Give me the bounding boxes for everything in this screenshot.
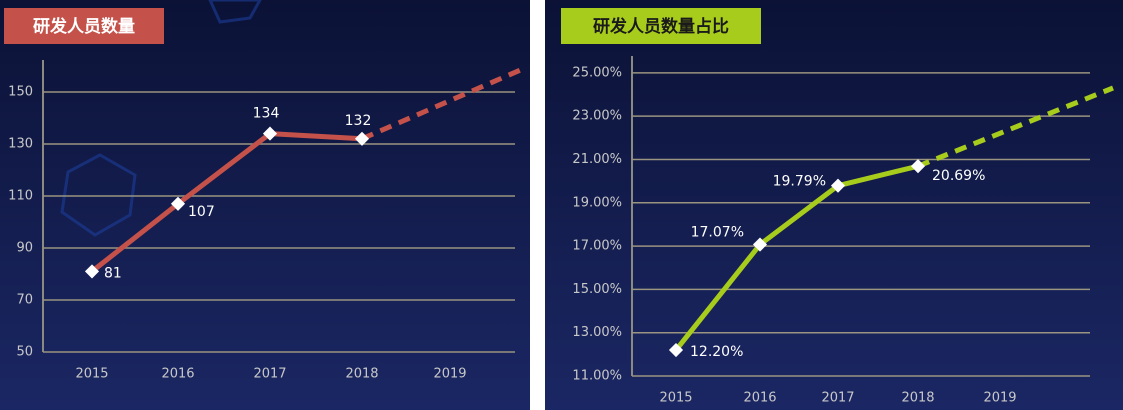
y-tick-label: 50 [16, 345, 33, 360]
title-box [561, 8, 761, 44]
y-tick-label: 11.00% [572, 369, 622, 384]
y-tick-label: 21.00% [572, 152, 622, 167]
y-tick-label: 19.00% [572, 195, 622, 210]
trend-dashed [361, 65, 526, 142]
point [170, 196, 186, 211]
y-tick-label: 130 [8, 137, 33, 152]
decor-hexagon [208, 0, 262, 24]
x-tick-label: 2017 [253, 367, 286, 382]
point [354, 131, 370, 146]
data-label: 20.69% [932, 168, 985, 184]
chart-left: 研发人员数量 50 70 90 110 130 150 2015 2016 2017 2018 20… [0, 0, 530, 410]
data-label: 134 [253, 106, 280, 122]
data-label: 132 [345, 113, 372, 129]
data-label: 17.07% [691, 225, 744, 241]
y-tick-label: 17.00% [572, 239, 622, 254]
y-tick-label: 70 [16, 293, 33, 308]
data-label: 107 [188, 204, 215, 220]
point [84, 264, 100, 279]
trend-dashed [917, 85, 1114, 169]
line [90, 131, 363, 274]
chart-title: 研发人员数量占比 [593, 16, 729, 37]
data-label: 19.79% [773, 174, 826, 190]
data-label: 12.20% [690, 344, 743, 360]
y-tick-label: 25.00% [572, 65, 622, 80]
y-tick-label: 15.00% [572, 282, 622, 297]
x-tick-label: 2019 [433, 367, 466, 382]
x-tick-label: 2016 [161, 367, 194, 382]
x-tick-label: 2015 [659, 391, 692, 406]
x-tick-label: 2018 [345, 367, 378, 382]
y-tick-label: 90 [16, 241, 33, 256]
point [830, 178, 846, 193]
y-tick-label: 23.00% [572, 109, 622, 124]
point [262, 126, 278, 141]
title-box [4, 8, 164, 44]
x-tick-label: 2017 [821, 391, 854, 406]
point [752, 237, 768, 252]
data-label: 81 [104, 265, 122, 281]
x-tick-label: 2018 [901, 391, 934, 406]
chart-right: 研发人员数量占比 11.00% 13.00% 15.00% 17.00% 19.00% 2… [545, 0, 1123, 410]
chart-title: 研发人员数量 [33, 16, 135, 37]
line [674, 163, 919, 352]
y-tick-label: 150 [8, 85, 33, 100]
point [668, 342, 684, 358]
background [545, 0, 1123, 410]
point [910, 159, 926, 174]
background [0, 0, 530, 410]
x-tick-label: 2015 [75, 367, 108, 382]
x-tick-label: 2019 [983, 391, 1016, 406]
x-tick-label: 2016 [743, 391, 776, 406]
y-tick-label: 13.00% [572, 325, 622, 340]
decor-hexagon [60, 153, 137, 237]
y-tick-label: 110 [8, 189, 33, 204]
